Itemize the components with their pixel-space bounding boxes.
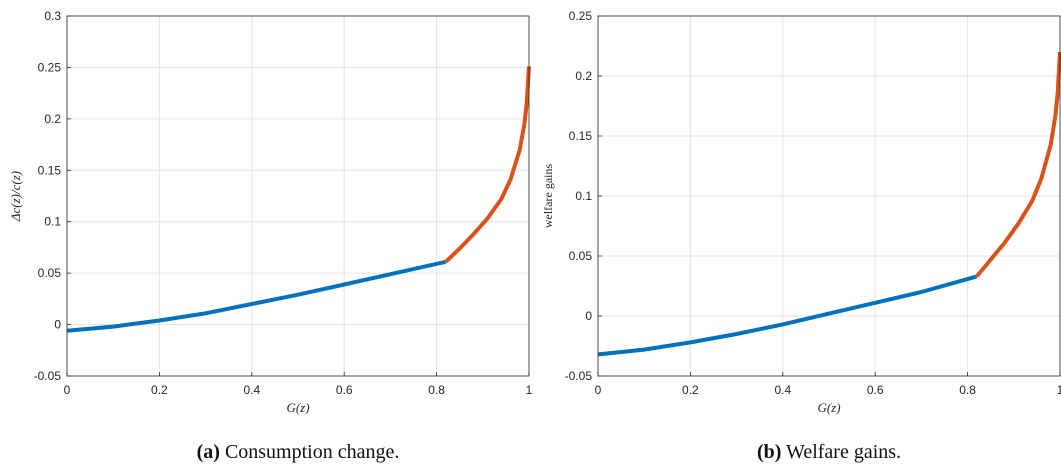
y-tick-label: 0 — [585, 309, 592, 323]
y-tick-label: 0.15 — [38, 163, 62, 177]
y-tick-label: 0.1 — [44, 215, 61, 229]
y-tick-label: 0.15 — [569, 129, 593, 143]
series-lines — [66, 66, 531, 333]
y-tick-labels: -0.05 0 0.05 0.1 0.15 0.2 0.25 0.3 — [34, 9, 71, 383]
x-tick-labels: 0 0.2 0.4 0.6 0.8 1 — [64, 372, 533, 397]
series-line-orange — [975, 51, 1061, 278]
y-tick-label: 0 — [54, 318, 61, 332]
x-tick-label: 0.8 — [959, 383, 976, 397]
x-tick-label: 0 — [64, 383, 71, 397]
y-tick-label: 0.25 — [38, 60, 62, 74]
axes-box — [66, 15, 530, 377]
series-lines — [597, 51, 1061, 357]
y-axis-label: welfare gains — [541, 164, 555, 229]
y-tick-label: 0.2 — [575, 69, 592, 83]
y-axis-label: Δc(z)/c(z) — [8, 171, 23, 222]
y-tick-label: 0.1 — [575, 189, 592, 203]
panel-welfare-gains: 0 0.2 0.4 0.6 0.8 1 -0.0500.050.10.150.20.25 … — [541, 9, 1061, 463]
caption-text: Welfare gains. — [781, 441, 901, 463]
x-tick-label: 0 — [595, 383, 602, 397]
x-tick-label: 1 — [1057, 383, 1061, 397]
y-tick-label: -0.05 — [34, 369, 62, 383]
caption-label: (a) — [197, 441, 220, 463]
y-tick-labels: -0.05 0 0.05 0.1 0.15 0.2 0.25 — [565, 9, 602, 383]
panel-consumption-change: 0 0.2 0.4 0.6 0.8 1 -0.0500.050.10.150.20.250… — [8, 9, 533, 463]
x-tick-label: 0.4 — [243, 383, 260, 397]
x-tick-label: 1 — [526, 383, 533, 397]
y-tick-label: 0.2 — [44, 112, 61, 126]
x-tick-label: 0.4 — [774, 383, 791, 397]
x-axis-label: G(z) — [286, 400, 309, 415]
x-tick-labels: 0 0.2 0.4 0.6 0.8 1 — [595, 372, 1061, 397]
series-line-blue — [66, 259, 447, 333]
y-tick-label: 0.3 — [44, 9, 61, 23]
y-tick-label: 0.05 — [569, 249, 593, 263]
caption-label: (b) — [757, 441, 781, 463]
x-tick-label: 0.6 — [867, 383, 884, 397]
y-tick-label: 0.25 — [569, 9, 593, 23]
series-line-orange — [444, 66, 531, 264]
y-tick-label: 0.05 — [38, 266, 62, 280]
series-line-blue — [597, 274, 978, 357]
caption: (b) Welfare gains. — [757, 441, 901, 463]
x-axis-label: G(z) — [817, 400, 840, 415]
caption: (a) Consumption change. — [197, 441, 400, 463]
x-tick-label: 0.2 — [682, 383, 699, 397]
x-tick-label: 0.6 — [336, 383, 353, 397]
x-tick-label: 0.8 — [428, 383, 445, 397]
caption-text: Consumption change. — [220, 441, 399, 463]
y-tick-label: -0.05 — [565, 369, 593, 383]
plot-area — [67, 16, 529, 376]
x-tick-label: 0.2 — [151, 383, 168, 397]
